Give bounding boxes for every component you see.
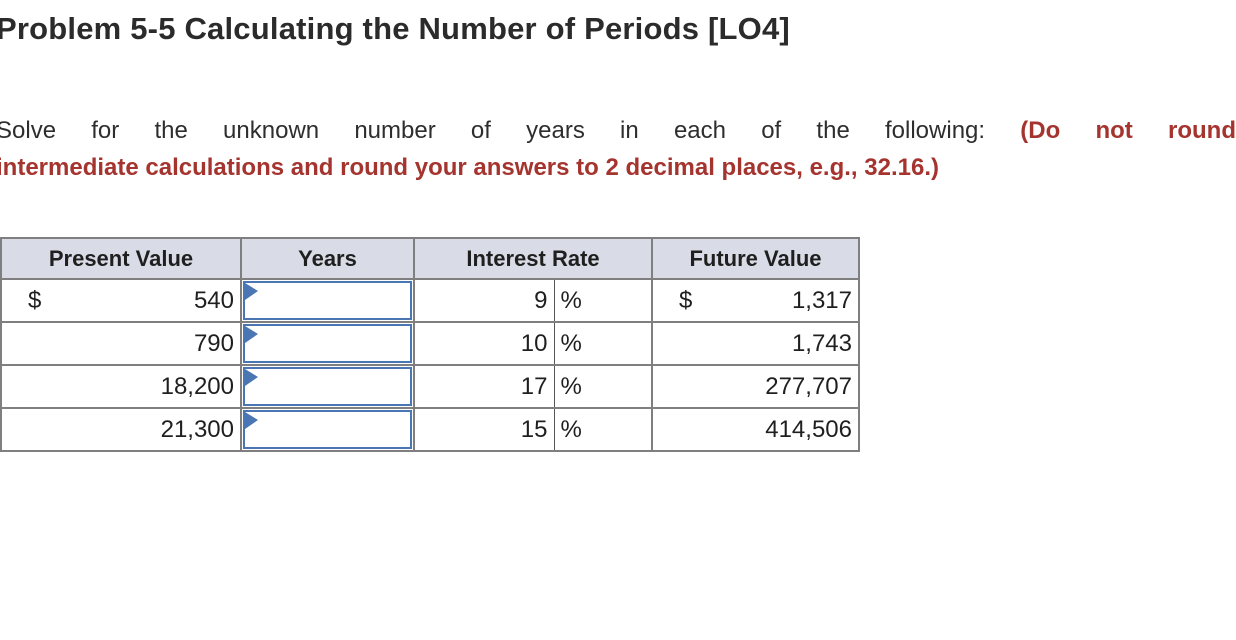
present-value-cell: 18,200 — [0, 364, 242, 409]
header-interest-rate: Interest Rate — [413, 237, 653, 280]
future-value: 414,506 — [765, 415, 852, 443]
percent-sign: % — [553, 278, 653, 323]
years-cell — [240, 278, 415, 323]
currency-symbol: $ — [679, 286, 693, 314]
header-years: Years — [240, 237, 415, 280]
table-row-1: $ 540 9 % $ 1,317 — [0, 278, 860, 323]
table-row-4: 21,300 15 % 414,506 — [0, 407, 860, 452]
years-cell — [240, 407, 415, 452]
present-value: 790 — [193, 329, 234, 357]
periods-table: Present Value Years Interest Rate Future… — [0, 237, 860, 452]
years-cell — [240, 364, 415, 409]
interest-rate-cell: 9 — [413, 278, 555, 323]
present-value-cell: 790 — [0, 321, 242, 366]
instructions-line-1: Solve for the unknown number of years in… — [0, 112, 1236, 149]
future-value-cell: 1,743 — [651, 321, 860, 366]
problem-instructions: Solve for the unknown number of years in… — [0, 112, 1236, 186]
percent-sign: % — [553, 321, 653, 366]
years-answer-box[interactable] — [243, 324, 412, 363]
percent-sign: % — [553, 364, 653, 409]
years-cell — [240, 321, 415, 366]
years-input[interactable] — [245, 283, 410, 318]
present-value: 18,200 — [160, 372, 234, 400]
present-value-cell: 21,300 — [0, 407, 242, 452]
future-value: 1,317 — [791, 286, 852, 314]
future-value: 1,743 — [791, 329, 852, 357]
table-header-row: Present Value Years Interest Rate Future… — [0, 237, 860, 280]
future-value-cell: 277,707 — [651, 364, 860, 409]
present-value: 540 — [193, 286, 234, 314]
instructions-text: Solve for the unknown number of years in… — [0, 117, 986, 144]
problem-title: Problem 5-5 Calculating the Number of Pe… — [0, 11, 790, 46]
table-row-2: 790 10 % 1,743 — [0, 321, 860, 366]
interest-rate-cell: 10 — [413, 321, 555, 366]
table-row-3: 18,200 17 % 277,707 — [0, 364, 860, 409]
years-input[interactable] — [245, 369, 410, 404]
currency-symbol: $ — [28, 286, 42, 314]
future-value: 277,707 — [765, 372, 852, 400]
header-present-value: Present Value — [0, 237, 242, 280]
interest-rate-cell: 15 — [413, 407, 555, 452]
header-future-value: Future Value — [651, 237, 860, 280]
years-answer-box[interactable] — [243, 410, 412, 449]
years-answer-box[interactable] — [243, 367, 412, 406]
present-value: 21,300 — [160, 415, 234, 443]
years-input[interactable] — [245, 412, 410, 447]
years-input[interactable] — [245, 326, 410, 361]
future-value-cell: 414,506 — [651, 407, 860, 452]
instructions-rounding-note-end: intermediate calculations and round your… — [0, 154, 939, 181]
percent-sign: % — [553, 407, 653, 452]
instructions-rounding-note-start: (Do not round — [1020, 117, 1236, 144]
interest-rate-cell: 17 — [413, 364, 555, 409]
years-answer-box[interactable] — [243, 281, 412, 320]
present-value-cell: $ 540 — [0, 278, 242, 323]
future-value-cell: $ 1,317 — [651, 278, 860, 323]
